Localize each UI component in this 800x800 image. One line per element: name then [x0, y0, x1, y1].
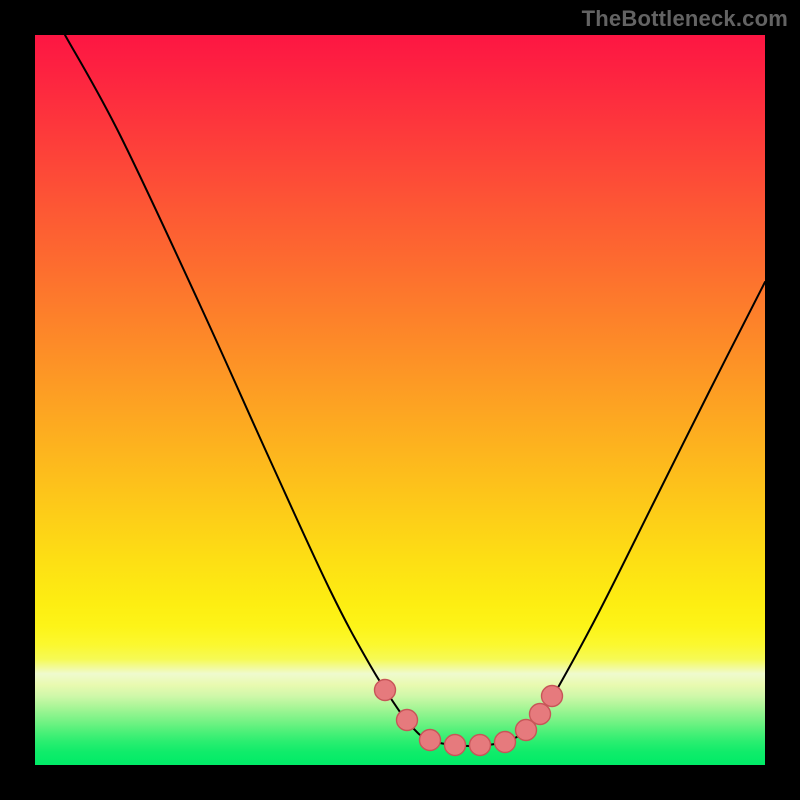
plot-background [35, 35, 765, 765]
data-marker [397, 710, 418, 731]
watermark-text: TheBottleneck.com [582, 6, 788, 32]
data-marker [470, 735, 491, 756]
chart-frame: TheBottleneck.com [0, 0, 800, 800]
data-marker [445, 735, 466, 756]
data-marker [375, 680, 396, 701]
data-marker [542, 686, 563, 707]
data-marker [495, 732, 516, 753]
data-marker [420, 730, 441, 751]
chart-svg [0, 0, 800, 800]
data-marker [530, 704, 551, 725]
